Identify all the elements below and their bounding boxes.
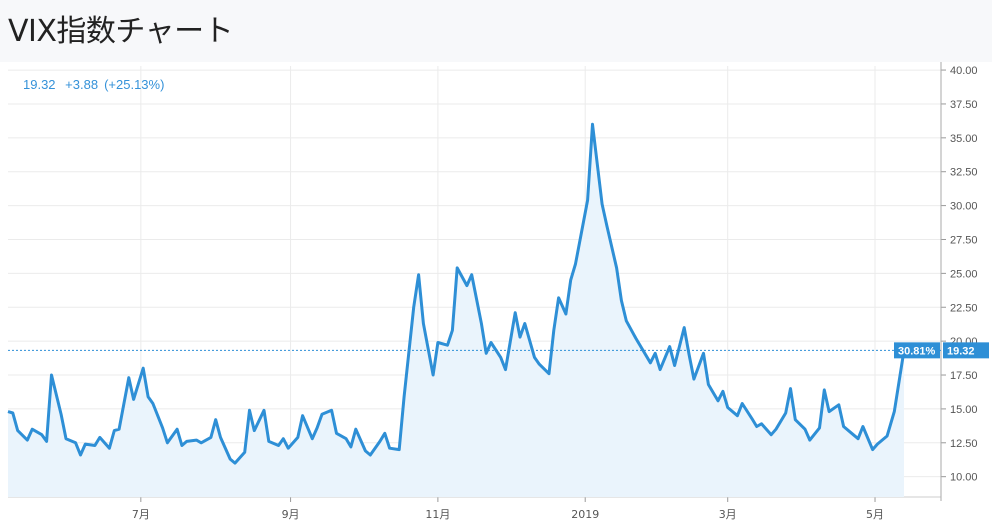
- y-tick-label: 17.50: [950, 370, 978, 382]
- y-tick-label: 27.50: [950, 234, 978, 246]
- y-tick-label: 10.00: [950, 472, 978, 484]
- y-tick-label: 22.50: [950, 302, 978, 314]
- pct-badge: 30.81%: [894, 342, 940, 359]
- value-badge-bg: [943, 342, 989, 359]
- y-axis: 10.0012.5015.0017.5020.0022.5025.0027.50…: [940, 62, 978, 501]
- readout-change: +3.88: [65, 77, 99, 92]
- x-tick-label: 3月: [719, 508, 737, 521]
- readout-value: 19.32: [23, 77, 56, 92]
- area-fill: [8, 124, 904, 498]
- y-tick-label: 30.00: [950, 201, 978, 213]
- x-tick-label: 7月: [132, 508, 150, 521]
- y-tick-label: 32.50: [950, 167, 978, 179]
- y-tick-label: 40.00: [950, 65, 978, 77]
- x-tick-label: 11月: [425, 508, 450, 521]
- x-axis: 7月 9月 11月 2019 3月 5月: [8, 496, 941, 521]
- y-tick-label: 15.00: [950, 404, 978, 416]
- price-readout: 19.32 +3.88 (+25.13%): [23, 77, 170, 92]
- y-tick-label: 35.00: [950, 133, 978, 145]
- y-tick-label: 12.50: [950, 438, 978, 450]
- pct-badge-text: 30.81%: [898, 345, 936, 357]
- x-tick-label: 9月: [282, 508, 300, 521]
- y-tick-label: 25.00: [950, 268, 978, 280]
- value-badge: 19.32: [943, 342, 989, 359]
- value-badge-text: 19.32: [947, 345, 975, 357]
- x-tick-label: 5月: [866, 508, 884, 521]
- pct-badge-bg: [894, 342, 940, 359]
- x-tick-label: 2019: [571, 508, 599, 521]
- readout-pct: (+25.13%): [104, 77, 165, 92]
- series-line: [7, 122, 906, 465]
- y-tick-label: 37.50: [950, 99, 978, 111]
- page-title: VIX指数チャート: [8, 14, 234, 49]
